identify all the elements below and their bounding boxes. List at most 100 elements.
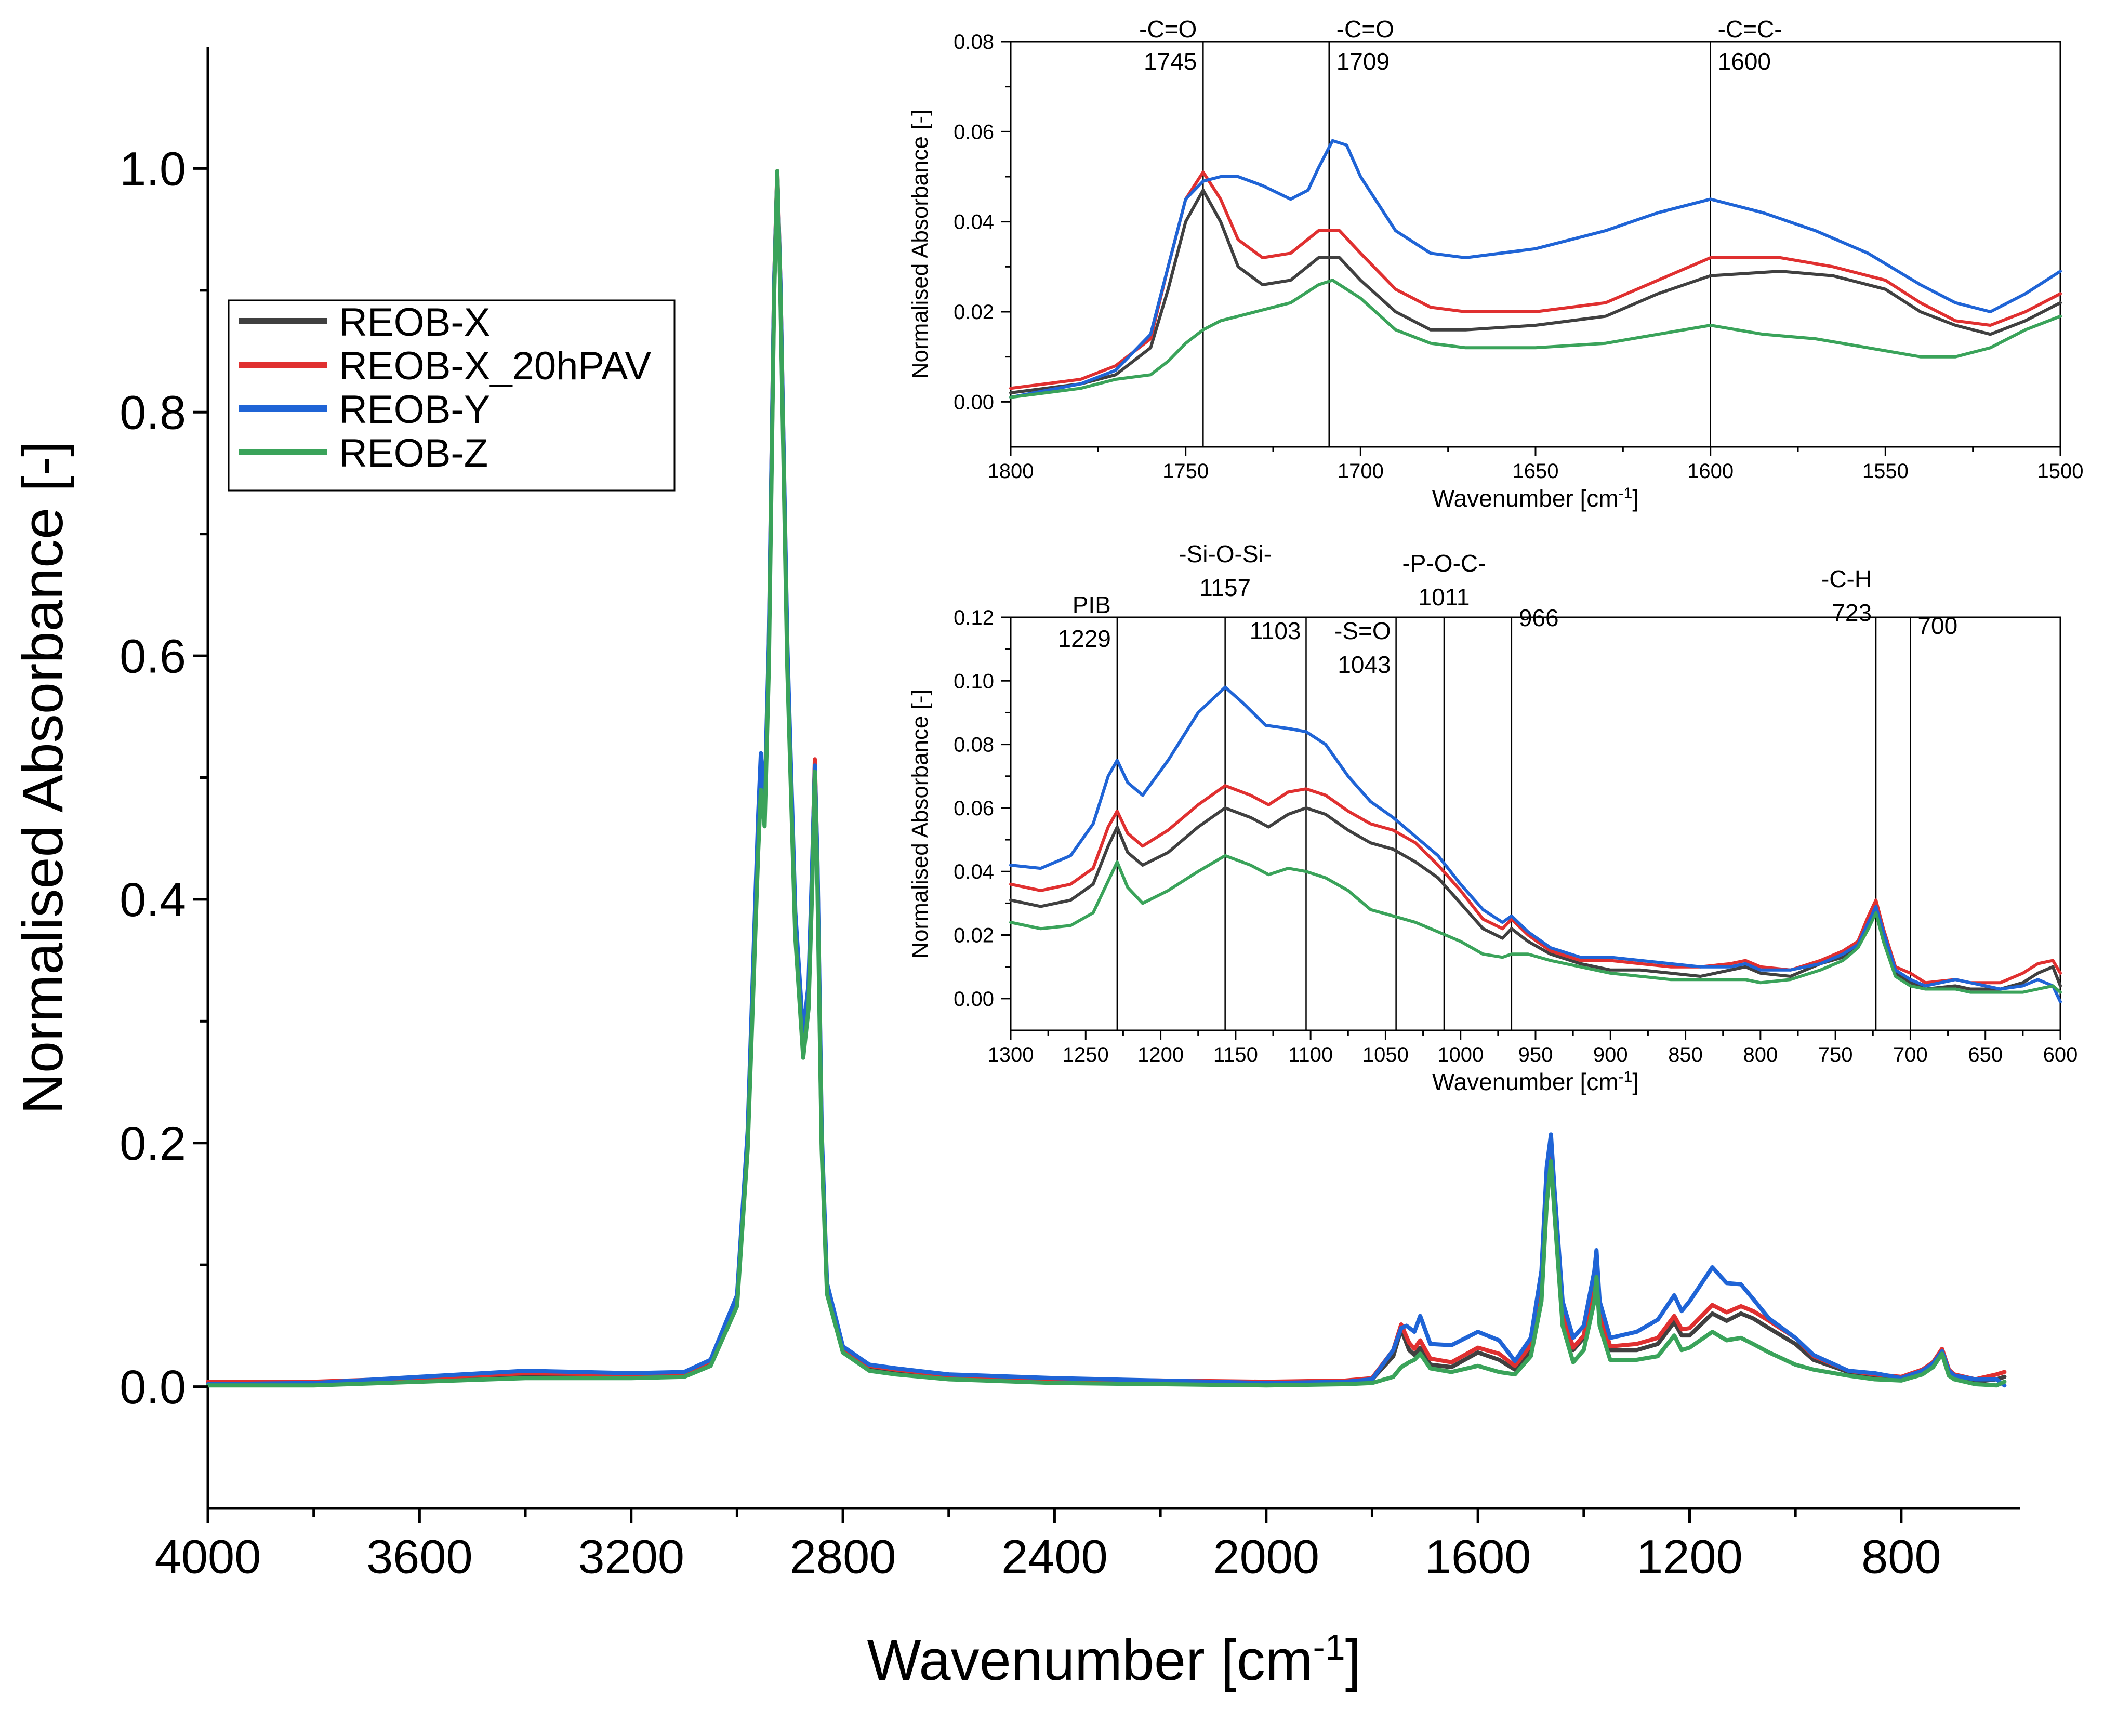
series-line-reob-z <box>206 169 2007 1388</box>
y-tick-label: 0.8 <box>120 386 186 439</box>
x-tick-label: 1200 <box>1137 1043 1184 1066</box>
x-tick-label: 750 <box>1818 1043 1853 1066</box>
annotation-label-value: 1011 <box>1419 584 1470 611</box>
y-tick-label: 0.02 <box>954 924 994 947</box>
x-tick-label: 3600 <box>366 1531 473 1584</box>
y-tick-label: 0.04 <box>954 860 994 883</box>
annotation-label-top: PIB <box>1073 591 1111 618</box>
series-line-reob-y <box>1009 139 2062 399</box>
x-tick-label: 4000 <box>155 1531 261 1584</box>
legend-label: REOB-X <box>339 300 490 344</box>
x-tick-label: 600 <box>2043 1043 2078 1066</box>
x-axis-label-end: ] <box>1632 1068 1639 1095</box>
y-tick-label: 0.04 <box>954 211 994 234</box>
main-plot: 4000 3600 3200 2800 2400 2000 1600 1200 800 0.0 0.… <box>11 47 2020 1692</box>
annotation-label-top: -Si-O-Si- <box>1179 540 1272 567</box>
x-tick-label: 1300 <box>988 1043 1034 1066</box>
x-tick-label: 1700 <box>1338 460 1384 483</box>
series-line-reob-z <box>1009 854 2062 994</box>
y-tick-label: 0.06 <box>954 121 994 143</box>
x-tick-label: 900 <box>1593 1043 1628 1066</box>
x-tick-label: 700 <box>1893 1043 1928 1066</box>
x-tick-label: 1500 <box>2037 460 2084 483</box>
annotation-label-value: 1157 <box>1199 574 1251 601</box>
x-tick-label: 3200 <box>578 1531 684 1584</box>
annotation-label-top: -S=O <box>1334 617 1391 644</box>
y-tick-label: 0.08 <box>954 734 994 757</box>
x-tick-label: 2400 <box>1001 1531 1108 1584</box>
y-axis-label: Normalised Absorbance [-] <box>907 110 933 379</box>
x-tick-label: 1650 <box>1513 460 1559 483</box>
legend-box <box>228 299 676 492</box>
annotation-label-top: -C-H <box>1821 565 1872 592</box>
y-tick-label: 0.10 <box>954 670 994 693</box>
annotation-label-value: 966 <box>1519 604 1559 631</box>
y-axis-label: Normalised Absorbance [-] <box>11 441 75 1114</box>
annotation-label-value: 1600 <box>1718 48 1771 75</box>
x-tick-label: 1100 <box>1288 1043 1333 1066</box>
x-tick-label: 1150 <box>1213 1043 1258 1066</box>
y-tick-label: 0.06 <box>954 797 994 820</box>
y-tick-label: 0.02 <box>954 301 994 324</box>
series-line-reob-x-20hpav <box>1009 784 2062 985</box>
x-axis-label-main: Wavenumber [cm <box>867 1628 1313 1692</box>
legend-label: REOB-X_20hPAV <box>339 344 652 388</box>
x-tick-label: 1050 <box>1362 1043 1409 1066</box>
x-tick-label: 1250 <box>1063 1043 1109 1066</box>
series-line-reob-z <box>1009 279 2062 399</box>
annotation-label-top: -C=O <box>1139 16 1197 43</box>
x-tick-label: 1600 <box>1425 1531 1531 1584</box>
annotation-label-top: -P-O-C- <box>1402 550 1486 577</box>
inset-carbonyl-plot: 1800 1750 1700 1650 1600 1550 1500 0.00 0.02 0.04… <box>907 16 2083 512</box>
x-axis-label-main: Wavenumber [cm <box>1432 485 1619 512</box>
y-tick-label: 0.00 <box>954 988 994 1011</box>
x-tick-label: 1750 <box>1162 460 1209 483</box>
annotation-label-value: 1745 <box>1144 48 1197 75</box>
annotation-label-value: 723 <box>1832 599 1872 626</box>
x-axis-label-main: Wavenumber [cm <box>1432 1068 1619 1095</box>
x-tick-label: 1550 <box>1862 460 1909 483</box>
annotation-label-value: 1229 <box>1058 625 1111 652</box>
x-tick-label: 2800 <box>790 1531 896 1584</box>
inset-fingerprint-plot: 1300 1250 1200 1150 1100 1050 1000 950 900 850 800… <box>907 540 2077 1095</box>
series-line-reob-y <box>1009 685 2062 1003</box>
y-tick-label: 0.00 <box>954 391 994 414</box>
annotation-label-top: -C=O <box>1336 16 1394 43</box>
y-tick-label: 0.2 <box>120 1117 186 1170</box>
y-tick-label: 0.08 <box>954 31 994 54</box>
x-tick-label: 1600 <box>1687 460 1734 483</box>
annotation-label-value: 700 <box>1917 612 1957 639</box>
y-tick-label: 1.0 <box>120 143 186 196</box>
legend-label: REOB-Z <box>339 431 488 475</box>
series-line-reob-x <box>1009 806 2062 991</box>
annotation-label-top: -C=C- <box>1718 16 1782 43</box>
x-axis-label-superscript: -1 <box>1619 485 1633 502</box>
x-axis-label: Wavenumber [cm-1] <box>867 1627 1361 1692</box>
legend-label: REOB-Y <box>339 388 490 432</box>
x-axis-label-superscript: -1 <box>1313 1627 1345 1667</box>
x-axis-label-end: ] <box>1345 1628 1361 1692</box>
annotation-label-value: 1043 <box>1338 651 1391 678</box>
x-axis-label: Wavenumber [cm-1] <box>1432 1068 1639 1096</box>
y-axis-label: Normalised Absorbance [-] <box>907 689 933 958</box>
y-tick-label: 0.6 <box>120 630 186 683</box>
x-tick-label: 650 <box>1968 1043 2003 1066</box>
annotation-label-value: 1103 <box>1250 617 1301 644</box>
annotation-label-value: 1709 <box>1336 48 1390 75</box>
x-tick-label: 800 <box>1743 1043 1778 1066</box>
y-tick-label: 0.4 <box>120 873 186 926</box>
x-axis-label-end: ] <box>1632 485 1639 512</box>
y-tick-label: 0.12 <box>954 606 994 629</box>
x-tick-label: 1200 <box>1636 1531 1743 1584</box>
x-tick-label: 800 <box>1861 1531 1941 1584</box>
x-tick-label: 1800 <box>988 460 1034 483</box>
x-tick-label: 850 <box>1668 1043 1703 1066</box>
x-tick-label: 950 <box>1518 1043 1553 1066</box>
series-line-reob-x <box>1009 189 2062 394</box>
x-axis-label: Wavenumber [cm-1] <box>1432 485 1639 512</box>
x-axis-label-superscript: -1 <box>1619 1068 1633 1085</box>
x-tick-label: 1000 <box>1437 1043 1484 1066</box>
y-tick-label: 0.0 <box>120 1361 186 1414</box>
